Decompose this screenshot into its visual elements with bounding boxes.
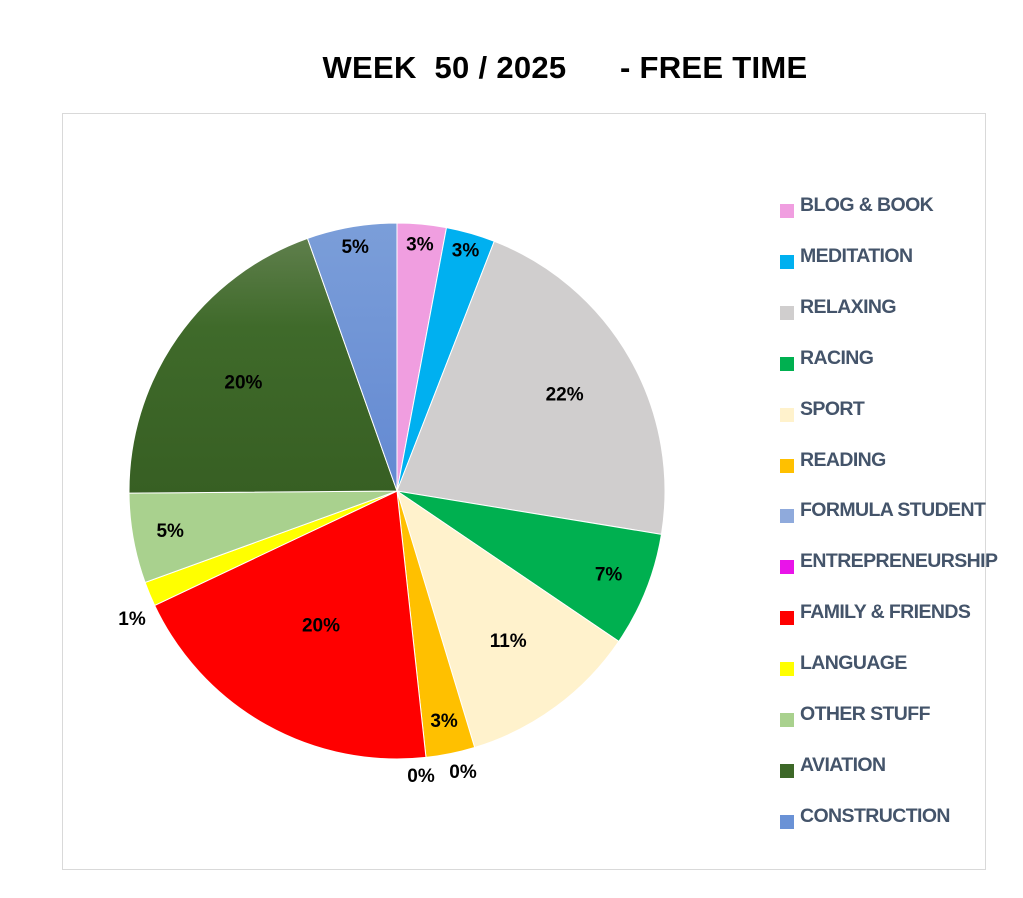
chart-title: WEEK 50 / 2025 - FREE TIME: [322, 50, 808, 85]
legend-label-language: LANGUAGE: [800, 652, 907, 675]
legend-label-other-stuff: OTHER STUFF: [800, 703, 930, 725]
legend-label-blog-and-book: BLOG & BOOK: [800, 194, 934, 216]
legend-item-reading: READING: [780, 448, 1010, 488]
data-label-language: 1%: [118, 609, 146, 630]
legend-item-construction: CONSTRUCTION: [780, 804, 1010, 844]
legend-label-meditation: MEDITATION: [800, 244, 913, 267]
legend-label-aviation: AVIATION: [800, 753, 886, 776]
legend-label-family-and-friends: FAMILY & FRIENDS: [800, 601, 971, 624]
legend-label-entrepreneurship: ENTREPRENEURSHIP: [800, 550, 998, 573]
data-label-blog-and-book: 3%: [406, 235, 434, 256]
legend-swatch-construction: [780, 814, 794, 829]
pie-slices: [128, 222, 666, 760]
legend-swatch-sport: [780, 407, 794, 422]
legend-label-sport: SPORT: [800, 397, 865, 420]
legend-swatch-aviation: [780, 763, 794, 778]
legend-item-relaxing: RELAXING: [780, 295, 1010, 335]
legend-swatch-meditation: [780, 254, 794, 269]
legend-swatch-formula-student: [780, 509, 794, 524]
legend-swatch-entrepreneurship: [780, 560, 794, 575]
legend-swatch-blog-and-book: [780, 204, 794, 218]
legend-swatch-family-and-friends: [780, 611, 794, 626]
legend-label-formula-student: FORMULA STUDENT: [800, 499, 986, 522]
legend-label-construction: CONSTRUCTION: [800, 804, 950, 827]
slice-relaxing: [396, 240, 666, 535]
data-label-meditation: 3%: [452, 240, 480, 261]
data-label-other-stuff: 5%: [156, 521, 184, 542]
slice-family-and-friends: [153, 490, 427, 760]
legend-item-other-stuff: OTHER STUFF: [780, 702, 1010, 742]
plot-area-frame: [62, 113, 986, 870]
data-label-family-and-friends: 20%: [302, 616, 340, 637]
data-label-formula-student: 0%: [449, 762, 477, 783]
legend-swatch-language: [780, 662, 794, 677]
legend-swatch-other-stuff: [780, 713, 794, 727]
legend-item-meditation: MEDITATION: [780, 244, 1010, 284]
legend-item-language: LANGUAGE: [780, 651, 1010, 691]
legend-swatch-reading: [780, 458, 794, 473]
data-label-relaxing: 22%: [546, 384, 584, 405]
data-label-construction: 5%: [341, 237, 369, 258]
slice-racing: [396, 490, 663, 643]
data-label-aviation: 20%: [224, 372, 262, 393]
pie-data-labels: 3% 3% 22% 7% 11% 3% 0% 0% 20% 1% 5% 20% 5%: [118, 235, 622, 788]
legend-item-blog-and-book: BLOG & BOOK: [780, 193, 1010, 233]
legend-label-racing: RACING: [800, 346, 874, 369]
legend-item-aviation: AVIATION: [780, 753, 1010, 793]
legend-item-racing: RACING: [780, 346, 1010, 386]
data-label-reading: 3%: [430, 711, 458, 732]
slice-sport: [396, 489, 620, 749]
legend-item-formula-student: FORMULA STUDENT: [780, 498, 1010, 538]
legend-item-family-and-friends: FAMILY & FRIENDS: [780, 600, 1010, 640]
legend-item-entrepreneurship: ENTREPRENEURSHIP: [780, 549, 1010, 589]
data-label-racing: 7%: [595, 564, 623, 585]
legend-swatch-relaxing: [780, 305, 794, 320]
data-label-sport: 11%: [490, 631, 527, 652]
legend-item-sport: SPORT: [780, 397, 1010, 437]
legend-label-reading: READING: [800, 448, 886, 471]
data-label-entrepreneurship: 0%: [407, 766, 435, 787]
legend-swatch-racing: [780, 356, 794, 371]
slice-construction: [306, 222, 398, 492]
legend-label-relaxing: RELAXING: [800, 295, 897, 318]
